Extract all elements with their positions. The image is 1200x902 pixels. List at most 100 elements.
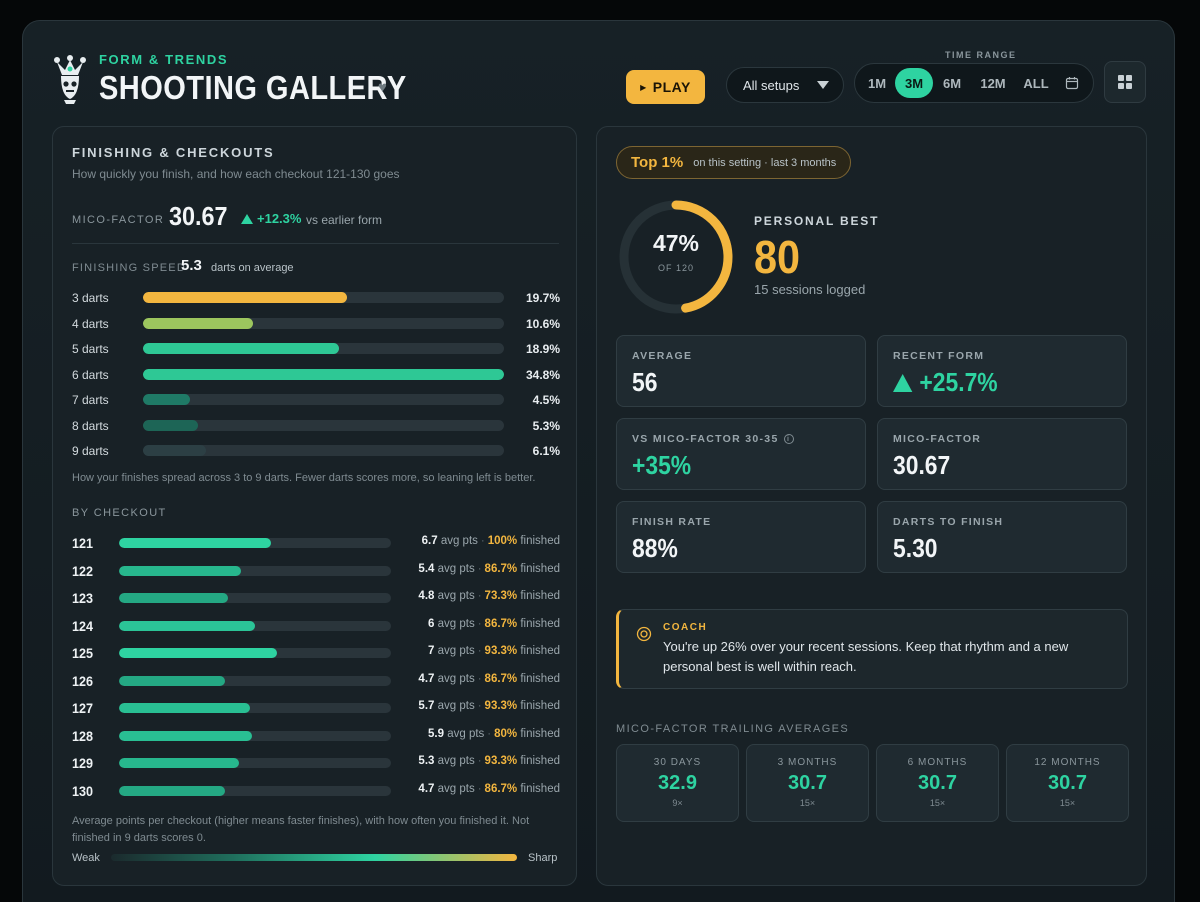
- checkout-track: [119, 703, 391, 713]
- checkout-avg: 4.7: [418, 672, 435, 685]
- personal-best-value: 80: [754, 231, 801, 283]
- app-window: FORM & TRENDS SHOOTING GALLERY ♥ ▶ PLAY …: [22, 20, 1175, 902]
- stat-card-label: AVERAGE: [632, 350, 692, 362]
- setup-select[interactable]: All setups: [726, 67, 844, 103]
- speed-row-track: [143, 317, 504, 329]
- checkout-track: [119, 730, 391, 741]
- checkout-stats: 5.9 avg pts · 80% finished: [428, 728, 560, 740]
- checkout-number: 124: [72, 617, 94, 634]
- checkout-avg-suffix: avg pts: [437, 672, 475, 685]
- speed-row-fill: [143, 317, 254, 329]
- checkout-row: 130 4.7 avg pts · 86.7% finished: [72, 778, 560, 806]
- stat-card-label: FINISH RATE: [632, 516, 711, 528]
- time-range-toggle: 1M 3M 6M 12M ALL: [854, 63, 1094, 103]
- checkout-track: [119, 593, 391, 603]
- trailing-average-card: 30 DAYS 32.9 9×: [616, 744, 739, 822]
- checkout-stats: 5.3 avg pts · 93.3% finished: [418, 755, 560, 767]
- stat-card-label-text: AVERAGE: [632, 350, 693, 362]
- checkout-row: 128 5.9 avg pts · 80% finished: [72, 723, 560, 751]
- stat-card-value-text: 30.67: [893, 450, 951, 480]
- checkout-finish-suffix: finished: [520, 645, 560, 657]
- finishing-title: FINISHING & CHECKOUTS: [72, 145, 275, 160]
- checkout-number: 121: [72, 535, 94, 551]
- checkout-finish-suffix: finished: [520, 782, 560, 795]
- completion-ring-arc: [619, 200, 733, 314]
- speed-row-label: 3 darts: [72, 291, 109, 305]
- checkout-finish-rate: 93.3%: [484, 700, 518, 712]
- finishing-speed-label: FINISHING SPEED: [72, 262, 186, 274]
- ring-percent: 47%: [652, 230, 700, 256]
- speed-row-track: [143, 419, 504, 431]
- stat-card-label: MICO-FACTOR: [893, 433, 981, 445]
- finishing-speed-footnote: How your finishes spread across 3 to 9 d…: [72, 472, 536, 484]
- speed-row-fill: [143, 343, 340, 354]
- favorite-heart-icon[interactable]: ♥: [378, 79, 387, 96]
- separator-dot: ·: [477, 590, 482, 602]
- checkout-row: 124 6 avg pts · 86.7% finished: [72, 613, 560, 641]
- stat-card-value: 30.67: [893, 450, 950, 481]
- time-option-1m[interactable]: 1M: [867, 75, 887, 91]
- checkout-row: 123 4.8 avg pts · 73.3% finished: [72, 585, 560, 613]
- finishing-subtitle: How quickly you finish, and how each che…: [72, 167, 400, 181]
- time-option-12m[interactable]: 12M: [980, 75, 1006, 91]
- mico-factor-delta: +12.3%: [241, 211, 301, 226]
- checkout-row: 122 5.4 avg pts · 86.7% finished: [72, 558, 560, 586]
- checkout-avg: 7: [428, 645, 435, 657]
- trailing-count: 15×: [929, 798, 946, 808]
- trailing-count: 9×: [672, 798, 683, 808]
- checkout-number: 128: [72, 727, 94, 744]
- checkout-fill: [119, 703, 250, 713]
- time-option-6m[interactable]: 6M: [942, 75, 962, 91]
- speed-row-fill: [143, 368, 504, 380]
- checkout-stats: 5.7 avg pts · 93.3% finished: [418, 700, 560, 712]
- checkout-fill: [119, 538, 272, 548]
- time-option-3m[interactable]: 3M: [895, 68, 933, 98]
- speed-row-label: 5 darts: [72, 342, 109, 356]
- layout-grid-button[interactable]: [1104, 61, 1146, 103]
- mico-factor-comparison: vs earlier form: [306, 213, 383, 227]
- legend-weak-label: Weak: [72, 852, 100, 864]
- speed-row-fill: [143, 292, 348, 303]
- checkout-finish-suffix: finished: [520, 700, 560, 712]
- stat-card-label-text: MICO-FACTOR: [893, 433, 982, 445]
- speed-row-label: 8 darts: [72, 418, 109, 433]
- trend-up-icon: [893, 373, 913, 392]
- checkout-row: 125 7 avg pts · 93.3% finished: [72, 640, 560, 668]
- checkout-number: 122: [72, 562, 94, 579]
- stat-card-value: 88%: [632, 533, 678, 564]
- speed-row: 7 darts 4.5%: [72, 388, 560, 414]
- speed-row-percent: 19.7%: [525, 291, 560, 305]
- calendar-icon[interactable]: [1057, 68, 1087, 98]
- checkout-track: [119, 565, 391, 576]
- grid-icon: [1118, 75, 1132, 89]
- time-option-all[interactable]: ALL: [1023, 75, 1049, 91]
- jester-logo-icon: [54, 55, 86, 104]
- checkout-fill: [119, 758, 239, 768]
- checkout-footnote: Average points per checkout (higher mean…: [72, 815, 530, 844]
- mico-factor-label: MICO-FACTOR: [72, 214, 165, 226]
- checkout-avg-suffix: avg pts: [437, 645, 475, 657]
- play-button[interactable]: ▶ PLAY: [626, 70, 705, 104]
- play-label: PLAY: [652, 79, 691, 95]
- checkout-finish-rate: 80%: [494, 727, 518, 740]
- stat-card-value: +25.7%: [893, 367, 998, 398]
- checkout-finish-rate: 86.7%: [484, 617, 518, 630]
- separator-dot: ·: [477, 617, 482, 630]
- checkout-finish-suffix: finished: [520, 755, 560, 767]
- checkout-stats: 6.7 avg pts · 100% finished: [422, 535, 560, 547]
- speed-row-percent: 4.5%: [532, 393, 560, 407]
- speed-row: 4 darts 10.6%: [72, 312, 560, 338]
- speed-row-percent: 6.1%: [532, 444, 560, 458]
- checkout-finish-suffix: finished: [520, 672, 560, 685]
- info-icon[interactable]: i: [783, 434, 794, 444]
- page-title: SHOOTING GALLERY: [99, 69, 407, 106]
- stat-card-value-text: 88%: [632, 533, 678, 563]
- speed-row: 6 darts 34.8%: [72, 363, 560, 389]
- separator-dot: ·: [477, 782, 482, 795]
- checkout-number: 123: [72, 590, 94, 606]
- speed-row: 5 darts 18.9%: [72, 337, 560, 363]
- trend-up-icon: [241, 213, 253, 224]
- checkout-avg: 4.7: [418, 782, 435, 795]
- trailing-count: 15×: [1059, 798, 1076, 808]
- trailing-value: 32.9: [658, 772, 697, 794]
